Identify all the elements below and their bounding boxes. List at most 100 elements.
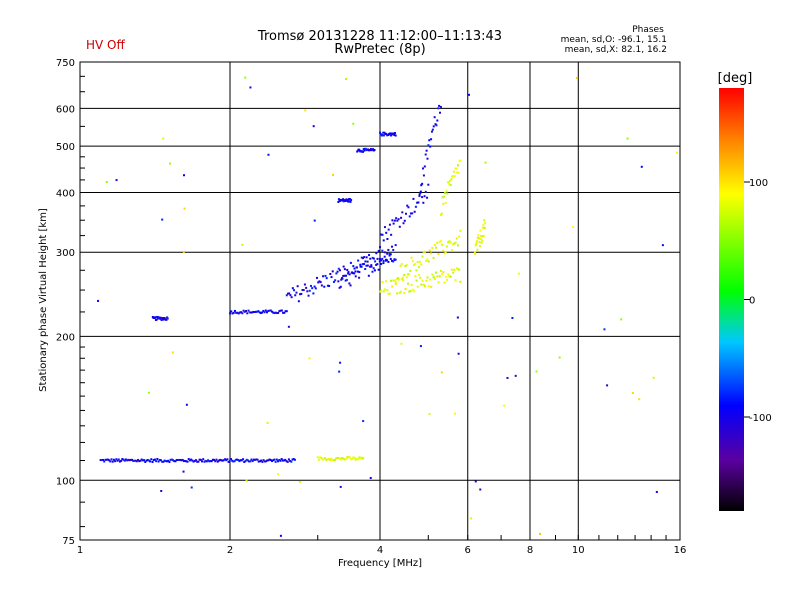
data-point <box>338 286 341 289</box>
data-point <box>284 310 287 313</box>
data-point <box>473 251 476 254</box>
data-point <box>383 255 386 258</box>
data-point <box>103 460 106 463</box>
data-point <box>287 458 290 461</box>
data-point <box>452 174 455 177</box>
data-point <box>370 265 373 268</box>
data-point <box>110 458 113 461</box>
data-point <box>480 241 483 244</box>
data-point <box>362 263 365 266</box>
data-point <box>391 285 394 288</box>
data-point <box>410 256 413 259</box>
data-point <box>138 460 141 463</box>
data-point <box>447 273 450 276</box>
data-point <box>175 459 178 462</box>
data-point <box>313 219 316 222</box>
data-point <box>395 217 398 220</box>
data-point <box>452 271 455 274</box>
y-tick-label: 200 <box>56 332 75 343</box>
data-point <box>273 312 276 315</box>
data-point <box>403 292 406 295</box>
data-point <box>357 259 360 262</box>
x-tick-label: 8 <box>527 545 533 556</box>
data-point <box>239 459 242 462</box>
data-point <box>158 316 161 319</box>
data-point <box>380 289 383 292</box>
data-point <box>438 240 441 243</box>
data-point <box>163 316 166 319</box>
data-point <box>308 357 311 360</box>
data-point <box>158 458 161 461</box>
data-point <box>409 289 412 292</box>
data-point <box>132 459 135 462</box>
data-point <box>163 459 166 462</box>
data-point <box>337 280 340 283</box>
data-point <box>459 280 462 283</box>
data-point <box>131 458 134 461</box>
data-point <box>365 264 368 267</box>
data-point <box>361 150 364 153</box>
data-point <box>287 325 290 328</box>
data-point <box>257 310 260 313</box>
data-point <box>388 292 391 295</box>
data-point <box>145 459 148 462</box>
data-point <box>503 404 506 407</box>
data-point <box>425 149 428 152</box>
data-point <box>386 289 389 292</box>
data-point <box>159 459 162 462</box>
data-point <box>423 195 426 198</box>
data-point <box>376 257 379 260</box>
data-point <box>118 460 121 463</box>
data-point <box>372 148 375 151</box>
data-point <box>122 458 125 461</box>
data-point <box>444 201 447 204</box>
data-point <box>346 456 349 459</box>
data-point <box>538 532 541 535</box>
data-point <box>299 293 302 296</box>
data-point <box>342 200 345 203</box>
data-point <box>441 243 444 246</box>
data-point <box>382 239 385 242</box>
y-axis-label: Stationary phase Virtual Height [km] <box>38 208 49 392</box>
data-point <box>470 517 473 520</box>
data-point <box>144 460 147 463</box>
data-point <box>393 133 396 136</box>
data-point <box>127 458 130 461</box>
data-point <box>367 274 370 277</box>
data-point <box>444 275 447 278</box>
data-point <box>159 316 162 319</box>
y-tick-label: 500 <box>56 142 75 153</box>
data-point <box>203 460 206 463</box>
data-point <box>330 276 333 279</box>
data-point <box>252 310 255 313</box>
data-point <box>349 261 352 264</box>
data-point <box>243 310 246 313</box>
data-point <box>234 458 237 461</box>
data-point <box>458 268 461 271</box>
y-tick-label: 100 <box>56 476 75 487</box>
data-point <box>450 178 453 181</box>
data-point <box>441 272 444 275</box>
data-point <box>216 460 219 463</box>
data-point <box>170 458 173 461</box>
data-point <box>366 260 369 263</box>
data-point <box>277 473 280 476</box>
data-point <box>278 458 281 461</box>
data-point <box>433 116 436 119</box>
data-point <box>419 345 422 348</box>
data-point <box>398 225 401 228</box>
data-point <box>442 271 445 274</box>
data-point <box>236 458 239 461</box>
data-point <box>440 371 443 374</box>
data-point <box>283 311 286 314</box>
data-point <box>329 272 332 275</box>
data-point <box>458 235 461 238</box>
data-point <box>388 223 391 226</box>
data-point <box>214 460 217 463</box>
data-point <box>430 252 433 255</box>
data-point <box>109 460 112 463</box>
data-point <box>228 459 231 462</box>
data-point <box>364 268 367 271</box>
data-point <box>292 458 295 461</box>
data-point <box>421 196 424 199</box>
